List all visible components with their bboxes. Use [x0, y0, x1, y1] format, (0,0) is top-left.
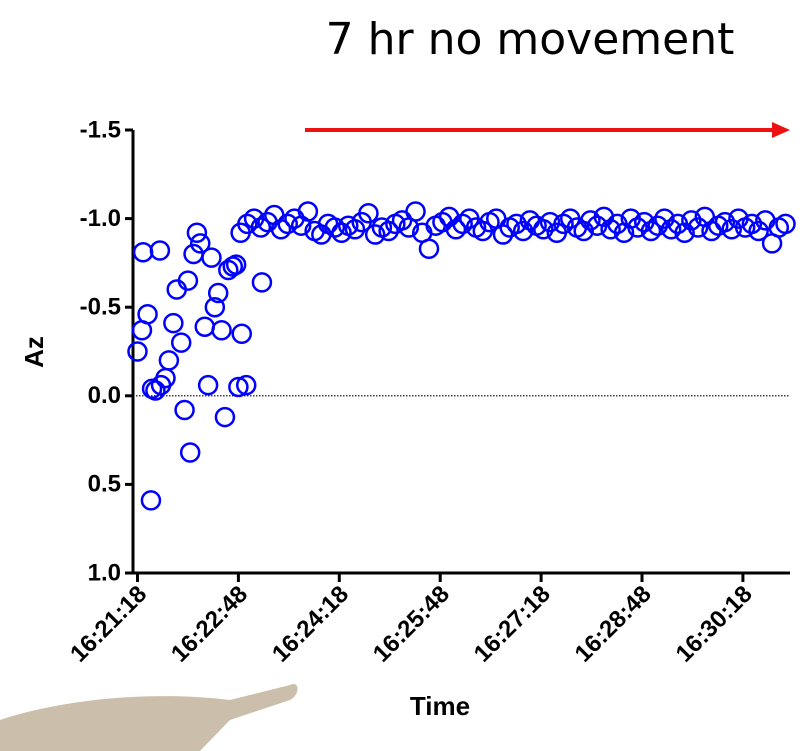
point	[186, 222, 208, 244]
point	[533, 218, 554, 240]
point	[270, 218, 292, 240]
point	[225, 254, 247, 275]
point	[721, 218, 742, 240]
y-tick-label: -1.0	[80, 205, 121, 232]
point	[627, 217, 648, 238]
point	[681, 210, 702, 231]
point	[573, 220, 594, 242]
y-tick-label: 1.0	[88, 559, 121, 586]
point	[452, 213, 473, 235]
arrow-head	[772, 122, 790, 138]
point	[177, 270, 199, 291]
x-tick-label: 16:27:18	[469, 581, 556, 668]
point	[235, 374, 257, 396]
point	[405, 201, 426, 222]
y-tick-label: -0.5	[80, 294, 121, 321]
point	[211, 319, 232, 341]
point	[179, 442, 201, 463]
point	[647, 215, 668, 236]
annotation: 7 hr no movement	[326, 14, 735, 65]
point	[170, 332, 192, 353]
point	[140, 490, 162, 511]
point	[201, 247, 222, 268]
point	[204, 296, 226, 318]
point	[158, 350, 180, 371]
point	[127, 341, 148, 362]
point	[324, 217, 346, 238]
point	[580, 210, 601, 231]
point	[687, 217, 709, 238]
x-axis-label: Time	[410, 691, 470, 721]
point	[174, 399, 195, 421]
point	[445, 218, 467, 240]
point	[364, 224, 386, 245]
point	[194, 316, 216, 337]
point	[674, 222, 695, 244]
point	[297, 201, 319, 222]
point	[358, 203, 379, 224]
point	[539, 211, 561, 233]
point	[231, 323, 253, 345]
point	[331, 222, 352, 244]
point	[190, 233, 211, 254]
point	[145, 380, 166, 401]
point	[277, 213, 298, 235]
x-tick-label: 16:24:18	[267, 581, 354, 668]
fish-image	[0, 683, 298, 751]
y-tick-label: 0.5	[88, 471, 121, 498]
y-axis-label: Az	[19, 336, 49, 368]
y-tick-label: 0.0	[88, 382, 121, 409]
point	[344, 218, 366, 240]
point	[506, 213, 527, 235]
point	[149, 240, 171, 261]
x-tick-label: 16:28:48	[570, 581, 657, 668]
point	[214, 406, 236, 428]
x-tick-label: 16:30:18	[671, 581, 758, 668]
point	[775, 213, 796, 235]
point	[492, 224, 514, 245]
point	[163, 312, 184, 334]
point	[640, 220, 662, 242]
x-tick-label: 16:25:48	[368, 581, 455, 668]
point	[600, 218, 621, 240]
point	[228, 376, 249, 398]
point	[553, 213, 574, 235]
x-tick-label: 16:22:48	[166, 581, 253, 668]
point	[660, 218, 682, 240]
point	[512, 220, 534, 242]
point	[197, 374, 219, 396]
x-tick-label: 16:21:18	[65, 581, 152, 668]
point	[250, 217, 272, 238]
point	[741, 213, 763, 235]
point	[132, 242, 154, 263]
point	[748, 220, 769, 242]
y-tick-label: -1.5	[80, 116, 121, 143]
point	[137, 304, 158, 325]
point	[251, 272, 273, 293]
point	[237, 213, 258, 235]
point	[714, 211, 736, 233]
point	[418, 238, 440, 259]
point	[207, 282, 229, 304]
point	[654, 208, 675, 229]
point	[378, 220, 399, 242]
